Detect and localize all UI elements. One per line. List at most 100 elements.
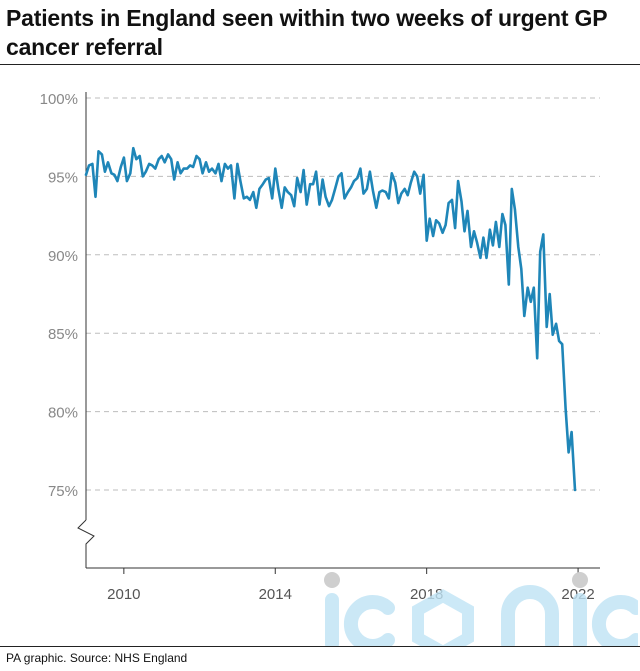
data-point [470, 246, 472, 248]
data-point [438, 222, 441, 225]
data-point [110, 172, 113, 175]
x-tick-label: 2014 [259, 586, 292, 603]
data-point [201, 172, 204, 175]
data-point [356, 177, 359, 179]
data-point [255, 207, 258, 209]
data-point [151, 164, 153, 167]
data-point [555, 323, 557, 325]
data-point [239, 180, 242, 182]
data-point [340, 172, 343, 175]
data-point [324, 196, 327, 198]
data-point [305, 203, 308, 206]
source-note: PA graphic. Source: NHS England [6, 651, 188, 665]
data-point [176, 161, 179, 164]
data-point [145, 170, 147, 173]
data-point [489, 228, 491, 231]
data-point [523, 315, 526, 317]
data-point [142, 175, 144, 178]
data-point [243, 197, 245, 200]
data-point [186, 167, 188, 170]
data-point [416, 175, 419, 178]
data-point [372, 189, 374, 192]
data-point [457, 180, 459, 182]
data-point [274, 167, 277, 170]
data-point [406, 194, 409, 196]
data-point [135, 158, 138, 160]
data-point [318, 203, 321, 206]
bottom-rule [0, 646, 640, 647]
data-point [574, 489, 576, 491]
data-point [214, 172, 217, 175]
data-point [425, 239, 428, 242]
data-point [476, 241, 478, 244]
data-point [205, 161, 207, 164]
data-point [347, 191, 349, 193]
data-point [353, 180, 355, 182]
data-point [419, 192, 422, 195]
data-point [410, 181, 412, 184]
data-point [123, 156, 125, 159]
data-point [359, 167, 362, 170]
data-point [526, 286, 529, 289]
data-point [148, 163, 150, 165]
chart-title: Patients in England seen within two week… [6, 5, 607, 60]
data-point [104, 170, 106, 173]
data-point [94, 196, 97, 198]
data-point [192, 166, 194, 168]
data-point [466, 210, 469, 212]
data-point [195, 155, 198, 157]
data-point [432, 235, 434, 237]
data-point [268, 177, 270, 179]
data-point [498, 246, 501, 248]
data-point [548, 293, 551, 295]
data-point [331, 199, 333, 201]
y-tick-label: 90% [48, 248, 78, 265]
data-point [97, 150, 100, 153]
iconic-watermark: iconic [318, 566, 638, 646]
data-point [463, 230, 466, 233]
data-point [343, 197, 346, 200]
data-point [400, 192, 403, 195]
data-point [321, 178, 324, 181]
data-point [309, 183, 311, 185]
data-point [287, 191, 289, 193]
data-point [501, 213, 504, 215]
data-point [154, 167, 157, 170]
data-point [170, 158, 172, 160]
data-point [271, 197, 274, 200]
data-point [558, 340, 560, 342]
data-point [262, 183, 264, 185]
data-point [302, 169, 305, 171]
data-point [315, 170, 317, 173]
data-point [230, 164, 232, 167]
data-point [391, 172, 393, 175]
data-point [233, 197, 236, 200]
data-point [413, 170, 416, 173]
data-point [113, 174, 116, 176]
watermark-text: iconic [318, 566, 359, 570]
data-point [533, 286, 535, 289]
data-point [208, 170, 210, 173]
data-point [116, 180, 119, 182]
data-point [236, 163, 239, 165]
data-point [337, 175, 340, 178]
data-point [570, 431, 573, 433]
data-point [211, 167, 213, 170]
data-point [160, 155, 163, 157]
data-point [479, 257, 482, 259]
data-point [511, 188, 513, 190]
data-point [542, 233, 545, 236]
data-point [441, 232, 444, 234]
data-point [539, 250, 541, 253]
data-point [101, 153, 103, 156]
data-point [249, 199, 251, 201]
x-tick-label: 2010 [107, 586, 140, 603]
data-point [129, 172, 132, 175]
data-point [252, 191, 255, 193]
data-point [227, 167, 229, 170]
data-point [107, 161, 109, 164]
data-point [189, 164, 191, 167]
data-point [454, 227, 456, 229]
data-point [334, 188, 336, 190]
